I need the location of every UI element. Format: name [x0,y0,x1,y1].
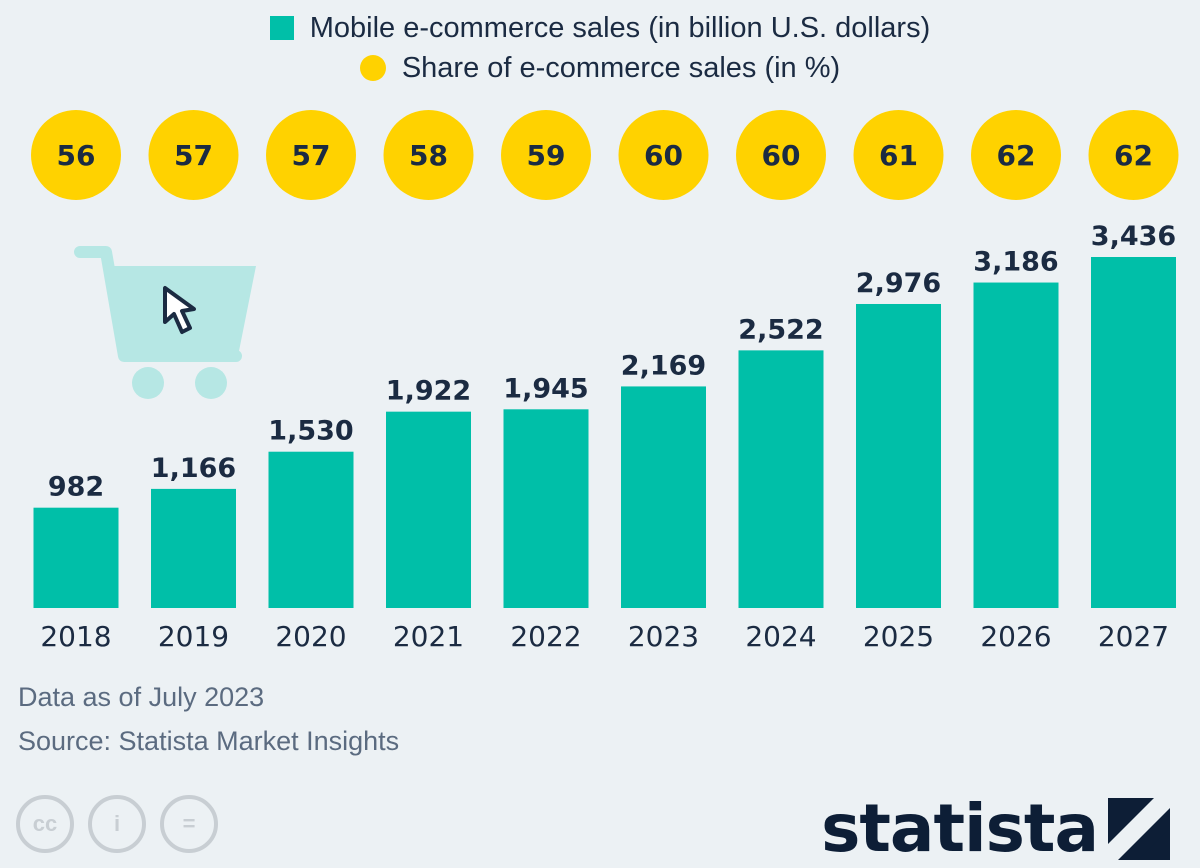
bar-value-label-2024: 2,522 [738,314,823,345]
no-derivatives-icon-label: = [182,811,196,836]
bar-2024 [738,350,824,608]
x-tick-label-2021: 2021 [393,620,464,653]
chart-notes: Data as of July 2023 Source: Statista Ma… [18,675,399,763]
bar-2020 [268,451,354,608]
share-dot-2023 [618,110,709,200]
share-value-label-2025: 61 [879,139,918,172]
bar-value-label-2018: 982 [48,472,104,503]
share-dot-2019 [148,110,239,200]
attribution-icon[interactable]: i [88,795,146,853]
share-dot-2022 [501,110,591,200]
share-dot-2018 [31,110,121,200]
data-date-note: Data as of July 2023 [18,682,265,712]
bar-2026 [973,282,1059,608]
share-dot-2021 [383,110,474,200]
x-tick-label-2018: 2018 [40,620,111,653]
statista-logo[interactable]: statista [821,790,1170,867]
bar-labels: 982 1,166 1,530 1,922 1,945 2,169 2,522 2,976 3,… [48,221,1176,503]
x-tick-label-2024: 2024 [745,620,816,653]
x-tick-label-2026: 2026 [980,620,1051,653]
bar-2027 [1091,257,1176,608]
shopping-cart-icon [74,246,256,399]
cc-icon[interactable]: cc [16,795,74,853]
x-tick-label-2022: 2022 [510,620,581,653]
bar-value-label-2025: 2,976 [856,268,941,299]
share-value-label-2023: 60 [644,139,683,172]
license-badges[interactable]: cc i = [16,795,218,853]
bars [33,257,1176,608]
no-derivatives-icon[interactable]: = [160,795,218,853]
legend-swatch-sales [269,16,294,40]
brand-name: statista [821,790,1099,867]
share-dot-2027 [1088,110,1179,200]
bar-value-label-2019: 1,166 [151,453,236,484]
share-value-label-2026: 62 [997,139,1036,172]
share-dots: 56 57 57 58 59 60 60 61 62 62 [31,110,1179,200]
share-value-label-2020: 57 [292,139,331,172]
cc-icon-label: cc [32,811,58,836]
bar-value-label-2022: 1,945 [503,373,588,404]
bar-2021 [386,411,471,608]
bar-value-label-2023: 2,169 [621,350,706,381]
share-value-label-2027: 62 [1114,139,1153,172]
bar-value-label-2020: 1,530 [268,416,353,447]
statista-logo-icon [1108,797,1170,860]
share-dot-2025 [853,110,944,200]
x-tick-label-2020: 2020 [275,620,346,653]
bar-2022 [503,409,589,608]
x-tick-label-2023: 2023 [628,620,699,653]
bar-value-label-2021: 1,922 [386,376,471,407]
bar-2018 [33,507,119,608]
bar-2025 [856,303,941,608]
share-value-label-2021: 58 [409,139,448,172]
bar-2023 [621,386,706,608]
x-tick-label-2027: 2027 [1098,620,1169,653]
legend-label-sales: Mobile e-commerce sales (in billion U.S.… [309,11,931,44]
source-note: Source: Statista Market Insights [18,726,400,756]
share-dot-2026 [971,110,1061,200]
bar-value-label-2026: 3,186 [973,247,1058,278]
x-tick-label-2019: 2019 [158,620,229,653]
x-axis-labels: 2018 2019 2020 2021 2022 2023 2024 2025 2026 2027 [40,620,1169,653]
legend-label-share: Share of e-commerce sales (in %) [401,51,841,84]
share-value-label-2019: 57 [174,139,213,172]
cursor-icon [163,286,196,334]
share-value-label-2024: 60 [762,139,801,172]
legend: Mobile e-commerce sales (in billion U.S.… [0,8,1200,88]
share-dot-2020 [266,110,356,200]
legend-item-share: Share of e-commerce sales (in %) [0,48,1200,88]
share-value-label-2022: 59 [527,139,566,172]
share-dot-2024 [736,110,826,200]
share-value-label-2018: 56 [57,139,96,172]
attribution-icon-label: i [113,811,121,836]
bar-2019 [151,488,236,608]
x-tick-label-2025: 2025 [863,620,934,653]
bar-value-label-2027: 3,436 [1091,221,1176,252]
legend-item-sales: Mobile e-commerce sales (in billion U.S.… [0,8,1200,48]
legend-swatch-share [359,55,386,81]
